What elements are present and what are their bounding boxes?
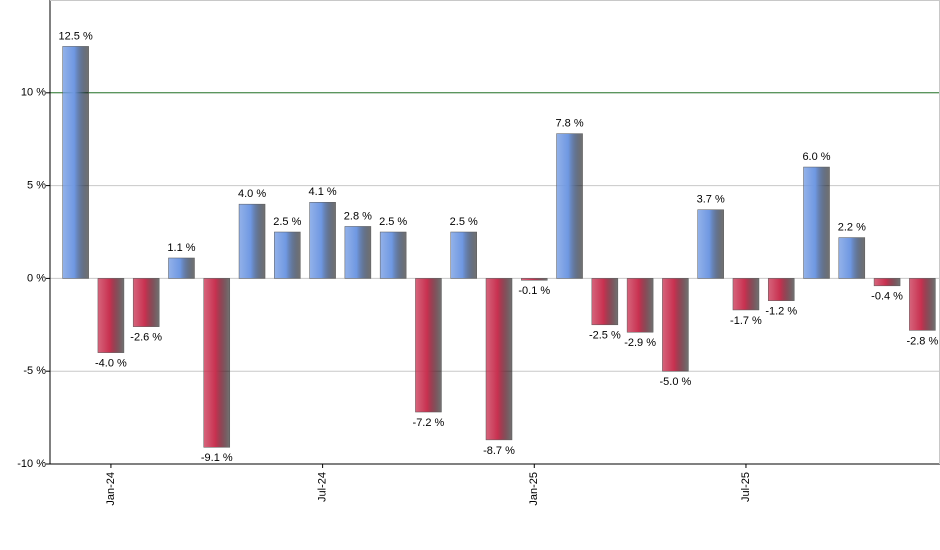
value-label: 2.5 % [450,216,478,228]
x-tick-label: Jul-24 [317,472,329,502]
value-label: 12.5 % [59,30,93,42]
bar [873,278,901,287]
y-tick-label: 10 % [21,87,46,99]
value-label: -9.1 % [201,452,233,464]
bar [485,278,513,441]
bar [732,278,760,311]
value-label: 4.1 % [309,186,337,198]
bar [626,278,654,333]
bar [274,231,301,279]
value-label: -0.4 % [871,291,903,303]
bar [344,226,372,279]
y-tick-label: 0 % [27,272,46,284]
value-label: -1.2 % [765,306,797,318]
value-label: -5.0 % [660,376,692,388]
bar [556,133,583,279]
x-tick-label: Jan-25 [528,472,540,506]
bar [591,278,619,326]
value-label: -1.7 % [730,315,762,327]
value-label: -2.6 % [130,332,162,344]
bar [767,278,795,301]
bar [62,46,89,279]
value-label: -2.5 % [589,330,621,342]
bar [309,202,336,279]
x-tick-label: Jul-25 [740,472,752,502]
value-label: 1.1 % [167,242,195,254]
value-label: -8.7 % [483,445,515,457]
bar [521,278,548,281]
value-label: 6.0 % [802,151,830,163]
bar [168,257,195,279]
bar [803,166,830,279]
bar [203,278,231,448]
value-label: -4.0 % [95,358,127,370]
value-label: -2.9 % [624,337,656,349]
value-label: 4.0 % [238,188,266,200]
value-label: 2.5 % [273,216,301,228]
value-label: -2.8 % [906,335,938,347]
bar [697,209,724,279]
y-tick-label: 5 % [27,180,46,192]
bar [909,278,936,331]
bar [662,278,689,372]
bar [415,278,442,413]
bar [838,237,866,279]
value-label: 7.8 % [555,118,583,130]
value-label: 2.5 % [379,216,407,228]
value-label: 3.7 % [697,194,725,206]
value-label: 2.8 % [344,210,372,222]
value-label: -7.2 % [413,417,445,429]
bar [238,203,266,279]
y-tick-label: -5 % [23,365,46,377]
value-label: 2.2 % [838,221,866,233]
bar [450,231,477,279]
value-label: -0.1 % [518,285,550,297]
y-tick-label: -10 % [17,458,46,470]
bar [97,278,125,353]
bar [379,231,407,279]
bar [132,278,160,327]
x-tick-label: Jan-24 [105,472,117,506]
